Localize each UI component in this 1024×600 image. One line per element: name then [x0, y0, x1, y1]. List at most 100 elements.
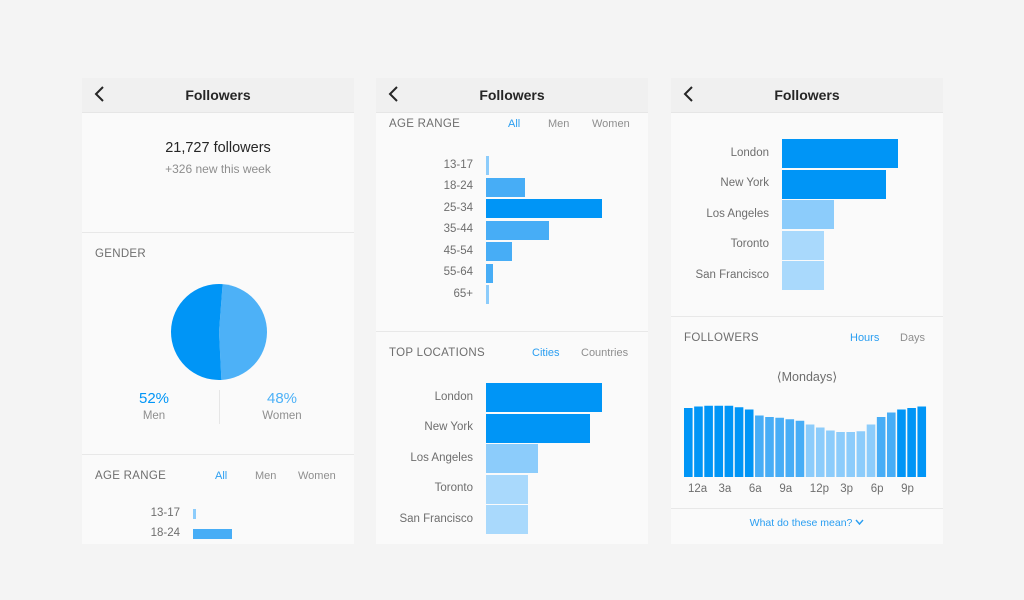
bar: [486, 383, 602, 412]
divider: [376, 331, 648, 332]
bar-label: 55-64: [443, 266, 473, 278]
women-percentage: 48%: [266, 390, 298, 407]
bar-label: 13-17: [443, 158, 473, 171]
bar: [782, 261, 824, 290]
bar: [782, 169, 887, 199]
x-tick-label: 12a: [688, 483, 708, 495]
hour-bar-5a: [734, 407, 744, 477]
pie-slice-men: [171, 284, 223, 380]
bar-label: New York: [720, 177, 769, 189]
hour-bar-9p: [897, 409, 906, 477]
tab-women[interactable]: Women: [298, 470, 336, 482]
bar: [193, 509, 196, 519]
page-title: Followers: [185, 87, 251, 103]
header-bar: Followers: [82, 78, 354, 113]
bar: [193, 529, 233, 539]
bar-label: 18-24: [150, 527, 180, 539]
day-selector[interactable]: ⟨Mondays⟩: [671, 369, 943, 384]
bar: [486, 156, 489, 175]
link-text: What do these mean?: [749, 517, 853, 529]
x-tick-label: 3p: [840, 483, 853, 495]
bar-label: 18-24: [443, 180, 473, 192]
divider: [671, 316, 943, 317]
hour-bar-12p: [805, 424, 815, 477]
tab-men[interactable]: Men: [548, 118, 570, 130]
bar-label: 45-54: [443, 244, 473, 257]
what-do-these-mean-link[interactable]: What do these mean?: [671, 517, 943, 529]
bar: [486, 474, 528, 504]
hour-bar-7p: [876, 417, 886, 477]
x-tick-label: 6p: [871, 483, 884, 495]
chevron-right-icon[interactable]: ⟩: [832, 370, 838, 384]
hour-bar-4a: [724, 405, 734, 477]
hour-bar-3p: [836, 432, 845, 477]
bar-label: San Francisco: [399, 512, 473, 525]
women-label: Women: [262, 410, 302, 422]
hour-bar-5p: [856, 431, 866, 477]
bar: [486, 413, 591, 443]
age-range-section-label: AGE RANGE: [95, 470, 167, 482]
tab-men[interactable]: Men: [255, 470, 277, 482]
hour-bar-3a: [714, 405, 724, 477]
bar-label: 13-17: [150, 507, 180, 519]
x-tick-label: 3a: [718, 483, 731, 495]
gender-divider: [219, 390, 220, 424]
x-tick-label: 9p: [901, 483, 914, 495]
tab-days[interactable]: Days: [900, 332, 926, 344]
hour-bar-11a: [795, 420, 805, 477]
bar-label: 35-44: [443, 223, 473, 235]
page-title: Followers: [479, 87, 545, 103]
page-title: Followers: [774, 87, 840, 103]
tab-all[interactable]: All: [508, 118, 521, 130]
tab-all[interactable]: All: [215, 470, 228, 482]
hour-bar-7a: [755, 415, 764, 477]
followers-panel-overview: Followers 21,727 followers +326 new this…: [82, 78, 354, 544]
tab-hours[interactable]: Hours: [850, 332, 880, 344]
bar-label: London: [730, 146, 769, 159]
bar-label: New York: [424, 421, 473, 433]
bar: [486, 177, 526, 197]
men-percentage: 52%: [138, 390, 170, 407]
hour-bar-2a: [704, 405, 713, 477]
chevron-left-icon[interactable]: ⟨: [776, 370, 782, 384]
bar-label: Toronto: [434, 482, 473, 494]
back-arrow-icon[interactable]: [386, 84, 406, 106]
men-label: Men: [142, 410, 166, 422]
hour-bar-10a: [785, 419, 795, 477]
followers-panel-activity: Followers London New York Los Angeles Toron…: [671, 78, 943, 544]
hour-bar-6a: [744, 409, 754, 477]
top-locations-section-label: TOP LOCATIONS: [389, 347, 485, 359]
x-tick-label: 9a: [779, 483, 792, 495]
divider: [82, 232, 354, 233]
hour-bar-1a: [694, 406, 703, 477]
hourly-activity-chart: 12a 3a 6a 9a 12p 3p 6p 9p: [684, 405, 927, 495]
gender-pie-chart: [171, 284, 268, 380]
back-arrow-icon[interactable]: [681, 84, 701, 106]
hour-bar-6p: [866, 424, 876, 477]
hour-bar-9a: [775, 417, 784, 477]
back-arrow-icon[interactable]: [92, 84, 112, 106]
gender-section-label: GENDER: [95, 248, 147, 260]
new-this-week: +326 new this week: [165, 162, 271, 176]
bar: [782, 139, 898, 168]
divider: [671, 508, 943, 509]
tab-cities[interactable]: Cities: [532, 347, 560, 359]
day-selector-label: Mondays: [781, 370, 833, 384]
hour-bar-4p: [846, 432, 855, 477]
hour-bar-11p: [917, 406, 927, 477]
followers-section-label: FOLLOWERS: [684, 332, 759, 344]
bar-label: San Francisco: [695, 268, 769, 281]
bar-label: 65+: [453, 287, 473, 300]
bar-label: Los Angeles: [706, 207, 769, 220]
bar-label: London: [434, 390, 473, 403]
bar: [486, 263, 493, 283]
hour-bar-1p: [815, 427, 825, 477]
tab-countries[interactable]: Countries: [581, 347, 629, 359]
bar: [486, 220, 549, 240]
x-tick-label: 6a: [749, 483, 762, 495]
tab-women[interactable]: Women: [592, 118, 630, 130]
divider: [82, 454, 354, 455]
bar-label: Toronto: [730, 238, 769, 250]
bar-label: 25-34: [443, 201, 473, 214]
hour-bar-8p: [887, 412, 896, 477]
